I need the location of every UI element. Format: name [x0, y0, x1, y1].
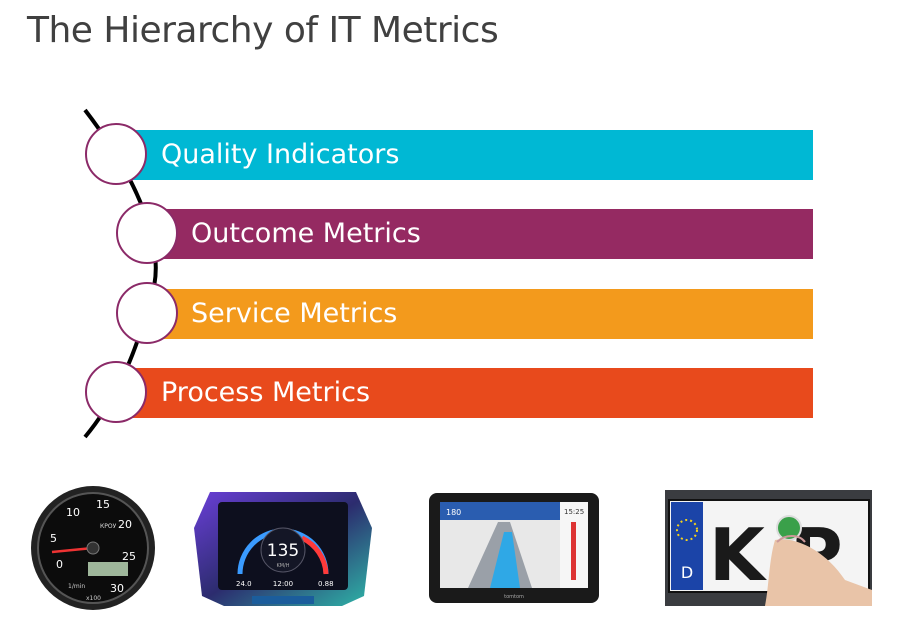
level-node-circle: [85, 123, 147, 185]
page-title: The Hierarchy of IT Metrics: [27, 10, 499, 51]
speedometer-image: КРОУ 0 5 10 15 20 25 30 1/min x100: [28, 484, 158, 612]
level-bar-service-metrics: Service Metrics: [146, 289, 813, 339]
plate-country: D: [681, 563, 693, 582]
level-node-circle: [116, 282, 178, 344]
level-node-circle: [85, 361, 147, 423]
level-label: Quality Indicators: [161, 139, 400, 170]
tick-label: 25: [122, 550, 136, 563]
dash-clock: 12:00: [273, 580, 293, 588]
dash-left-readout: 24.0: [236, 580, 252, 588]
dash-right-readout: 0.88: [318, 580, 334, 588]
gps-brand: tomtom: [504, 594, 524, 600]
tick-label: 30: [110, 582, 124, 595]
speedometer-unit: 1/min: [68, 583, 85, 590]
level-bar-outcome-metrics: Outcome Metrics: [146, 209, 813, 259]
gps-distance: 180: [446, 508, 461, 517]
tick-label: 5: [50, 532, 57, 545]
dash-unit: KM/H: [276, 563, 289, 569]
digital-dashboard-image: 135 KM/H 24.0 12:00 0.88: [192, 488, 374, 610]
level-label: Process Metrics: [161, 377, 371, 408]
speedometer-brand: КРОУ: [100, 523, 117, 530]
tick-label: 0: [56, 558, 63, 571]
level-label: Outcome Metrics: [191, 218, 421, 249]
tick-label: 20: [118, 518, 132, 531]
tick-label: 15: [96, 498, 110, 511]
level-bar-process-metrics: Process Metrics: [116, 368, 813, 418]
tick-label: 10: [66, 506, 80, 519]
level-bar-quality-indicators: Quality Indicators: [116, 130, 813, 180]
gps-navigator-image: 180 15:25 tomtom: [428, 492, 600, 604]
level-node-circle: [116, 202, 178, 264]
license-plate-image: D K P: [665, 490, 872, 606]
gps-time: 15:25: [564, 508, 584, 516]
speedometer-multiplier: x100: [86, 595, 101, 602]
dash-speed: 135: [267, 541, 299, 561]
level-label: Service Metrics: [191, 298, 398, 329]
